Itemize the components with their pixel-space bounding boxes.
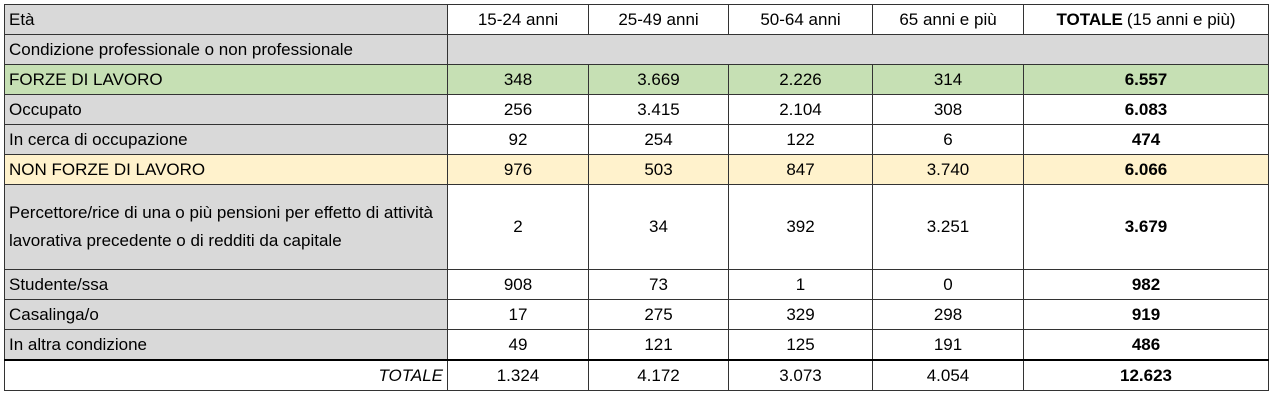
value-cell: 919 xyxy=(1023,299,1269,330)
value-cell: 49 xyxy=(447,329,589,361)
value-cell: 256 xyxy=(447,94,589,125)
table-row: Studente/ssa 908 73 1 0 982 xyxy=(4,269,1269,300)
header-total: TOTALE (15 anni e più) xyxy=(1023,4,1269,35)
row-label: Casalinga/o xyxy=(4,299,448,330)
table-row: NON FORZE DI LAVORO 976 503 847 3.740 6.066 xyxy=(4,154,1269,185)
value-cell: 3.251 xyxy=(872,184,1024,270)
value-cell: 6 xyxy=(872,124,1024,155)
value-cell: 17 xyxy=(447,299,589,330)
value-cell: 191 xyxy=(872,329,1024,361)
value-cell: 982 xyxy=(1023,269,1269,300)
row-label: Occupato xyxy=(4,94,448,125)
value-cell: 254 xyxy=(588,124,729,155)
value-cell: 329 xyxy=(728,299,873,330)
section-row: Condizione professionale o non professio… xyxy=(4,34,1269,65)
header-cell: 50-64 anni xyxy=(728,4,873,35)
row-label: Percettore/rice di una o più pensioni pe… xyxy=(4,184,448,270)
value-cell: 3.679 xyxy=(1023,184,1269,270)
value-cell: 73 xyxy=(588,269,729,300)
header-row: Età 15-24 anni 25-49 anni 50-64 anni 65 … xyxy=(4,4,1269,35)
table-row: FORZE DI LAVORO 348 3.669 2.226 314 6.557 xyxy=(4,64,1269,95)
header-cell: 15-24 anni xyxy=(447,4,589,35)
value-cell: 314 xyxy=(872,64,1024,95)
section-label: Condizione professionale o non professio… xyxy=(4,34,448,65)
header-total-note: (15 anni e più) xyxy=(1126,9,1236,29)
value-cell: 2 xyxy=(447,184,589,270)
value-cell: 3.669 xyxy=(588,64,729,95)
value-cell: 6.557 xyxy=(1023,64,1269,95)
value-cell: 0 xyxy=(872,269,1024,300)
value-cell: 908 xyxy=(447,269,589,300)
value-cell: 122 xyxy=(728,124,873,155)
row-label: In altra condizione xyxy=(4,329,448,361)
value-cell: 2.104 xyxy=(728,94,873,125)
value-cell: 4.172 xyxy=(588,359,729,391)
header-cell: 25-49 anni xyxy=(588,4,729,35)
value-cell: 121 xyxy=(588,329,729,361)
header-total-label: TOTALE xyxy=(1056,9,1123,29)
table-row: In cerca di occupazione 92 254 122 6 474 xyxy=(4,124,1269,155)
value-cell: 4.054 xyxy=(872,359,1024,391)
value-cell: 474 xyxy=(1023,124,1269,155)
table-row: Percettore/rice di una o più pensioni pe… xyxy=(4,184,1269,270)
value-cell: 392 xyxy=(728,184,873,270)
value-cell: 125 xyxy=(728,329,873,361)
value-cell: 308 xyxy=(872,94,1024,125)
table-body: Età 15-24 anni 25-49 anni 50-64 anni 65 … xyxy=(4,4,1269,391)
value-cell: 3.415 xyxy=(588,94,729,125)
value-cell: 976 xyxy=(447,154,589,185)
value-cell: 6.066 xyxy=(1023,154,1269,185)
table-row: In altra condizione 49 121 125 191 486 xyxy=(4,329,1269,361)
value-cell: 12.623 xyxy=(1023,359,1269,391)
row-label: In cerca di occupazione xyxy=(4,124,448,155)
data-table: Età 15-24 anni 25-49 anni 50-64 anni 65 … xyxy=(4,4,1269,391)
row-label: Studente/ssa xyxy=(4,269,448,300)
row-label: TOTALE xyxy=(4,359,448,391)
value-cell: 92 xyxy=(447,124,589,155)
value-cell: 6.083 xyxy=(1023,94,1269,125)
row-label: FORZE DI LAVORO xyxy=(4,64,448,95)
value-cell: 348 xyxy=(447,64,589,95)
value-cell: 2.226 xyxy=(728,64,873,95)
section-fill xyxy=(447,34,1269,65)
table-row: Casalinga/o 17 275 329 298 919 xyxy=(4,299,1269,330)
value-cell: 847 xyxy=(728,154,873,185)
value-cell: 486 xyxy=(1023,329,1269,361)
value-cell: 3.073 xyxy=(728,359,873,391)
header-cell: 65 anni e più xyxy=(872,4,1024,35)
value-cell: 3.740 xyxy=(872,154,1024,185)
value-cell: 298 xyxy=(872,299,1024,330)
row-label: NON FORZE DI LAVORO xyxy=(4,154,448,185)
header-label: Età xyxy=(4,4,448,35)
table-row: TOTALE 1.324 4.172 3.073 4.054 12.623 xyxy=(4,359,1269,391)
value-cell: 503 xyxy=(588,154,729,185)
value-cell: 34 xyxy=(588,184,729,270)
table-row: Occupato 256 3.415 2.104 308 6.083 xyxy=(4,94,1269,125)
value-cell: 275 xyxy=(588,299,729,330)
value-cell: 1 xyxy=(728,269,873,300)
value-cell: 1.324 xyxy=(447,359,589,391)
